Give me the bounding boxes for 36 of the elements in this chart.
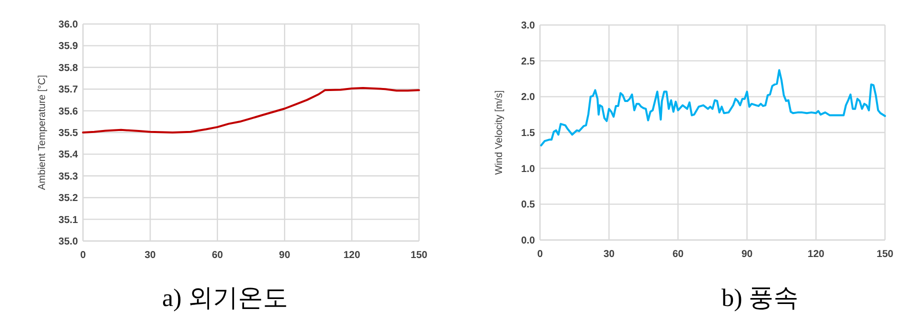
x-tick-label: 120 (343, 250, 361, 261)
y-tick-label: 0.5 (521, 200, 536, 211)
x-tick-label: 150 (876, 249, 894, 260)
x-tick-label: 120 (808, 249, 825, 260)
x-tick-label: 150 (410, 250, 428, 261)
x-tick-label: 30 (603, 249, 615, 260)
y-tick-label: 35.1 (58, 214, 78, 226)
x-tick-label: 0 (80, 250, 86, 261)
line-series (540, 69, 886, 146)
x-tick-label: 60 (672, 249, 684, 260)
text: a) 외기온도 (162, 285, 288, 312)
y-axis-title: Ambient Temperature [°C] (37, 74, 48, 190)
y-tick-label: 1.0 (521, 164, 536, 175)
y-tick-label: 35.2 (58, 193, 78, 204)
x-tick-label: 90 (741, 249, 753, 260)
y-tick-label: 35.5 (58, 128, 78, 139)
y-tick-label: 35.3 (58, 171, 78, 182)
line-series (82, 87, 420, 134)
y-tick-label: 35.6 (58, 106, 78, 118)
y-tick-label: 35.8 (58, 62, 78, 74)
y-tick-label: 36.0 (58, 20, 78, 30)
x-tick-label: 90 (279, 250, 291, 261)
y-axis-title: Wind Velocity [m/s] (494, 90, 505, 175)
y-tick-label: 2.0 (521, 92, 536, 104)
x-tick-label: 0 (537, 249, 544, 260)
x-tick-label: 30 (144, 250, 156, 261)
y-tick-label: 35.7 (58, 84, 78, 96)
y-tick-label: 3.0 (521, 20, 536, 32)
y-tick-label: 35.4 (58, 150, 78, 161)
y-tick-label: 35.9 (58, 41, 78, 52)
y-tick-label: 35.0 (58, 236, 78, 248)
y-tick-label: 0.0 (521, 236, 536, 246)
text: b) 풍속 (721, 285, 799, 312)
y-tick-label: 1.5 (521, 128, 536, 139)
y-tick-label: 2.5 (521, 56, 536, 68)
x-tick-label: 60 (212, 250, 224, 261)
